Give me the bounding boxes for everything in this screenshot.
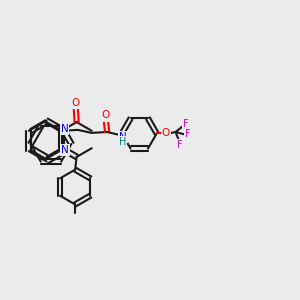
Text: N: N xyxy=(119,132,127,142)
Text: F: F xyxy=(183,119,189,130)
Text: O: O xyxy=(72,98,80,108)
Text: H: H xyxy=(119,136,127,147)
Text: F: F xyxy=(185,129,191,140)
Text: N: N xyxy=(61,124,68,134)
Text: O: O xyxy=(101,110,110,121)
Text: O: O xyxy=(162,128,170,138)
Text: F: F xyxy=(177,140,183,150)
Text: N: N xyxy=(61,145,69,155)
